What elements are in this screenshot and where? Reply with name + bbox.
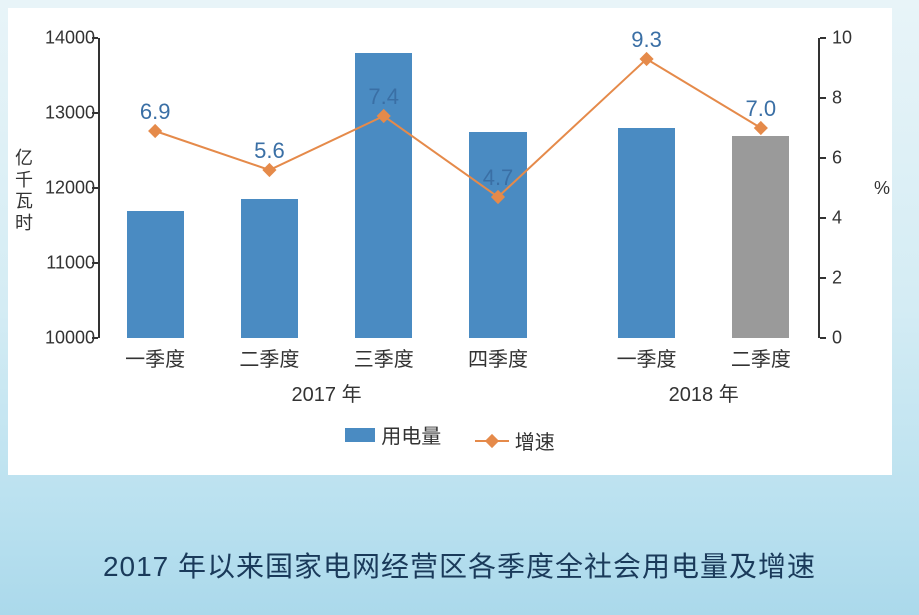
legend-line-label: 增速 (515, 426, 555, 455)
x-category-label: 二季度 (239, 343, 299, 372)
x-category-label: 一季度 (617, 343, 677, 372)
y-right-tick: 10 (832, 28, 852, 49)
plot-area (98, 38, 818, 338)
legend-bar-label: 用电量 (381, 420, 441, 449)
legend-item-bar: 用电量 (345, 420, 441, 449)
legend-bar-swatch (345, 428, 375, 442)
bar (127, 211, 184, 339)
y-axis-right-line (818, 38, 820, 338)
x-category-label: 一季度 (125, 343, 185, 372)
y-axis-left: 1000011000120001300014000 (40, 38, 95, 338)
y-right-tick: 2 (832, 268, 842, 289)
line-value-label: 4.7 (483, 165, 514, 191)
y-left-tick: 12000 (45, 178, 95, 199)
x-category-label: 四季度 (468, 343, 528, 372)
y-axis-left-label: 亿千瓦时 (14, 148, 34, 234)
y-right-tick: 0 (832, 328, 842, 349)
x-group-label: 2018 年 (669, 378, 739, 407)
legend: 用电量 增速 (8, 420, 892, 455)
line-value-label: 7.0 (746, 96, 777, 122)
y-right-tick: 4 (832, 208, 842, 229)
x-category-label: 二季度 (731, 343, 791, 372)
bar (618, 128, 675, 338)
bar (732, 136, 789, 339)
legend-item-line: 增速 (475, 426, 555, 455)
x-category-label: 三季度 (354, 343, 414, 372)
y-right-tick: 8 (832, 88, 842, 109)
line-value-label: 9.3 (631, 27, 662, 53)
legend-line-swatch (475, 440, 509, 442)
line-value-label: 6.9 (140, 99, 171, 125)
chart-container: 亿千瓦时 % 10000 11000 12000 13000 14000 0 2 4 6 8 10… (8, 8, 892, 475)
x-group-label: 2017 年 (292, 378, 362, 407)
legend-line-marker (485, 433, 499, 447)
y-left-tick: 10000 (45, 328, 95, 349)
line-value-label: 5.6 (254, 138, 285, 164)
y-right-tick: 6 (832, 148, 842, 169)
y-axis-right: 0246810 (832, 38, 872, 338)
y-left-tick: 11000 (46, 253, 95, 274)
chart-caption: 2017 年以来国家电网经营区各季度全社会用电量及增速 (0, 545, 919, 585)
line-value-label: 7.4 (368, 84, 399, 110)
y-left-tick: 13000 (45, 103, 95, 124)
bar (241, 199, 298, 338)
y-axis-right-label: % (874, 178, 890, 199)
bar (469, 132, 526, 338)
y-left-tick: 14000 (45, 28, 95, 49)
